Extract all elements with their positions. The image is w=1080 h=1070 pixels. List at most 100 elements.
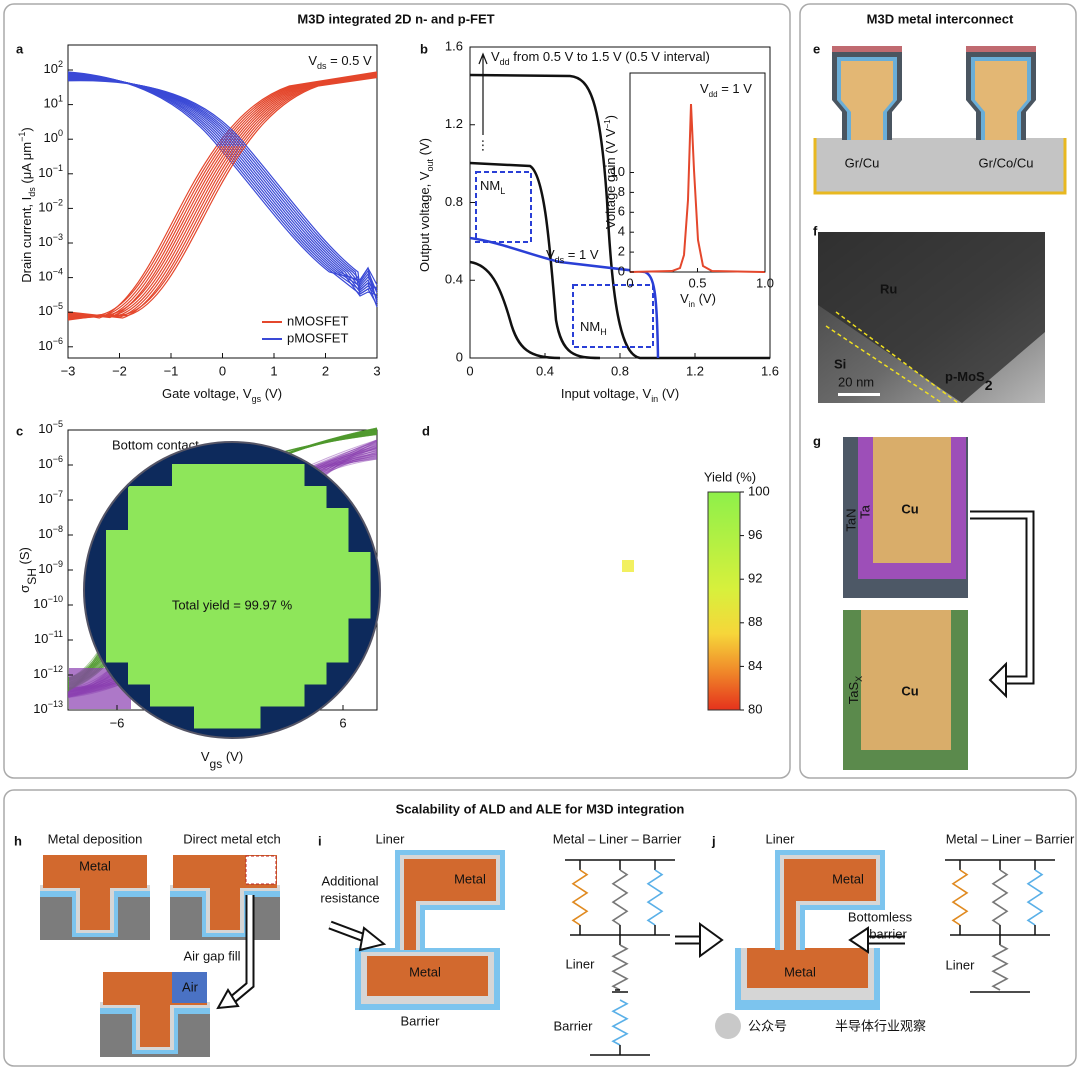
- axis-label: Voltage gain (V V−1): [603, 115, 619, 229]
- text-part: Drain current, I: [19, 197, 34, 283]
- die: [106, 618, 129, 641]
- label: Direct metal etch: [183, 831, 281, 846]
- tick-label: 88: [748, 614, 762, 629]
- arrow-head: [216, 988, 240, 1010]
- die: [260, 486, 283, 509]
- text-part: X: [854, 676, 864, 682]
- die: [194, 706, 217, 729]
- text-part: dd: [500, 57, 510, 67]
- die: [194, 530, 217, 553]
- panel-label: f: [813, 223, 818, 238]
- tick-label: 0: [618, 263, 625, 278]
- text-part: SH: [25, 568, 39, 585]
- die: [194, 486, 217, 509]
- text-part: ): [603, 115, 618, 119]
- die: [304, 640, 327, 663]
- tick-label: 1.2: [686, 363, 704, 378]
- tick-label: 100: [748, 483, 770, 498]
- n-curve: [67, 72, 378, 318]
- resistor: [571, 869, 589, 926]
- die: [128, 574, 151, 597]
- die: [282, 508, 305, 531]
- die-yellow: [622, 560, 634, 572]
- label: Liner: [766, 831, 796, 846]
- die: [260, 662, 283, 685]
- panel-label: c: [16, 423, 23, 438]
- arrow-head: [988, 661, 1007, 699]
- die: [216, 596, 239, 619]
- text-part: gs: [210, 757, 223, 771]
- tick-label: 2: [618, 244, 625, 259]
- watermark: 半导体行业观察: [835, 1018, 926, 1033]
- tick-label: 10−13: [33, 699, 63, 716]
- text-part: −9: [53, 559, 63, 569]
- die: [216, 530, 239, 553]
- text-part: NM: [480, 178, 500, 193]
- vtc: [469, 161, 601, 360]
- die: [304, 486, 327, 509]
- die: [282, 574, 305, 597]
- label: Liner: [566, 956, 596, 971]
- metal: [140, 1002, 170, 1047]
- p-curve: [67, 80, 378, 308]
- annotation: Vds = 0.5 V: [308, 53, 372, 71]
- tick-label: 10: [611, 164, 625, 179]
- die: [150, 508, 173, 531]
- tick-label: 10−8: [38, 524, 63, 541]
- axis-label: Input voltage, Vin (V): [561, 386, 679, 404]
- text-part: L: [500, 186, 505, 196]
- tick-label: 0.8: [445, 194, 463, 209]
- annotation: Vdd = 1 V: [700, 81, 752, 98]
- section-title: M3D integrated 2D n- and p-FET: [297, 11, 494, 26]
- die: [194, 640, 217, 663]
- tick-label: 0.4: [445, 272, 463, 287]
- p-curve: [67, 72, 378, 295]
- die: [348, 552, 371, 575]
- die: [238, 530, 261, 553]
- die: [150, 552, 173, 575]
- metal: [80, 885, 110, 930]
- tick-label: 10−3: [38, 232, 63, 249]
- label: Ta: [857, 504, 872, 519]
- watermark-icon: [715, 1013, 741, 1039]
- die: [238, 662, 261, 685]
- die: [172, 662, 195, 685]
- label: Metal: [409, 964, 441, 979]
- die: [194, 662, 217, 685]
- label: Barrier: [400, 1013, 440, 1028]
- text-part: 1: [58, 94, 63, 104]
- die: [260, 552, 283, 575]
- n-curve: [68, 74, 378, 317]
- label: Air gap fill: [183, 948, 240, 963]
- die: [194, 618, 217, 641]
- p-curve: [67, 77, 378, 302]
- tick-label: 10−10: [33, 594, 63, 611]
- label: Ru: [880, 281, 897, 296]
- label: Metal: [784, 964, 816, 979]
- text-part: out: [425, 158, 435, 171]
- text-part: TaS: [846, 681, 861, 704]
- axis-label: Drain current, Ids (μA μm−1): [17, 127, 37, 282]
- die: [260, 596, 283, 619]
- label: p-MoS2: [945, 369, 993, 392]
- label: Gr/Co/Cu: [979, 155, 1034, 170]
- metal: [784, 859, 876, 950]
- cap: [966, 46, 1036, 52]
- tick-label: 0.8: [611, 363, 629, 378]
- text-part: 10: [38, 456, 52, 471]
- watermark: 公众号: [748, 1018, 787, 1033]
- tick-label: 0: [466, 363, 473, 378]
- die: [238, 552, 261, 575]
- text-part: p-MoS: [945, 369, 985, 384]
- die: [238, 596, 261, 619]
- panel-label: h: [14, 833, 22, 848]
- tick-label: 0: [219, 363, 226, 378]
- label: Metal: [454, 871, 486, 886]
- text-part: 10: [34, 631, 48, 646]
- metal: [367, 956, 488, 996]
- axis-label: Output voltage, Vout (V): [417, 138, 435, 272]
- die: [282, 640, 305, 663]
- text-part: H: [600, 327, 607, 337]
- metal: [43, 855, 147, 888]
- text-part: ): [19, 127, 34, 131]
